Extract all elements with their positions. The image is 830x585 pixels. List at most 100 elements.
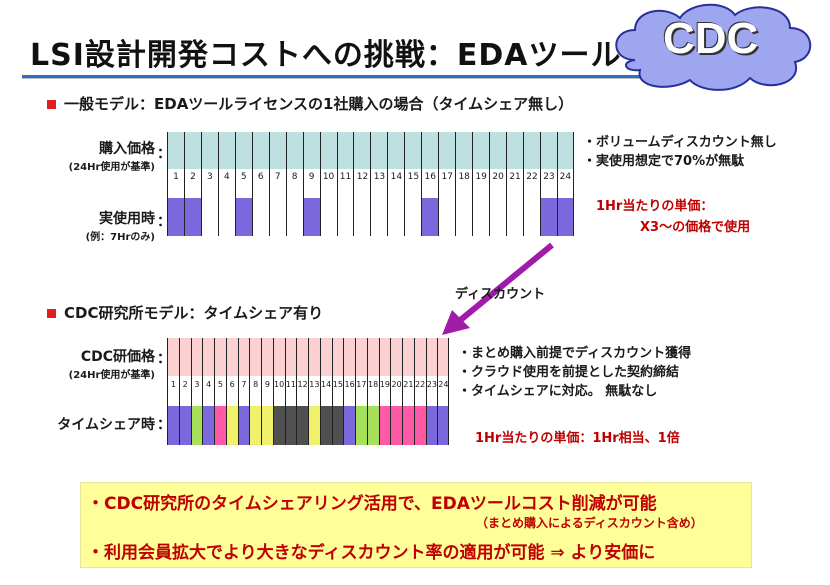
hour-number: 10 bbox=[322, 172, 335, 182]
share-block bbox=[285, 406, 297, 445]
hour-cell: 22 bbox=[413, 338, 426, 445]
usage-block bbox=[184, 198, 201, 236]
share-block bbox=[191, 406, 203, 445]
discount-label: ディスカウント bbox=[455, 287, 546, 302]
hour-cell: 14 bbox=[319, 338, 332, 445]
hour-number: 15 bbox=[332, 380, 343, 389]
hour-cell: 9 bbox=[261, 338, 273, 445]
share-block bbox=[203, 406, 214, 445]
hour-number: 6 bbox=[229, 380, 235, 389]
s1-actual-use-sub: (例：7Hrのみ) bbox=[85, 232, 155, 243]
hour-cell: 13 bbox=[370, 132, 387, 236]
section2-heading: CDC研究所モデル：タイムシェア有り bbox=[47, 302, 323, 323]
hour-number: 14 bbox=[390, 172, 403, 182]
title-underline bbox=[22, 75, 702, 78]
hour-cell: 16 bbox=[421, 132, 439, 236]
hour-cell: 24 bbox=[437, 338, 449, 445]
share-block bbox=[332, 406, 344, 445]
s1-row1-label-group: 購入価格 (24Hr使用が基準) bbox=[40, 138, 155, 173]
hour-cell: 5 bbox=[234, 132, 252, 236]
hour-cell: 20 bbox=[489, 132, 506, 236]
hour-number: 17 bbox=[441, 172, 453, 182]
share-block bbox=[215, 406, 226, 445]
cdc-logo-text: CDC bbox=[663, 14, 759, 63]
hour-number: 13 bbox=[373, 172, 386, 182]
s1-hour-grid: 1 2 3 4 5 6 7 8 9 10 11 12 13 14 15 16 17 18 19 20 21 22 23 24 bbox=[167, 132, 574, 236]
hour-number: 1 bbox=[173, 172, 179, 182]
hour-cell: 9 bbox=[302, 132, 320, 236]
hour-number: 9 bbox=[308, 172, 315, 182]
usage-block bbox=[540, 198, 557, 236]
share-block bbox=[438, 406, 448, 445]
hour-number: 18 bbox=[458, 172, 470, 182]
share-block bbox=[379, 406, 391, 445]
hour-number: 1 bbox=[170, 380, 176, 389]
s2-note-2: ・クラウド使用を前提とした契約締結 bbox=[458, 365, 680, 380]
hour-cell: 19 bbox=[378, 338, 391, 445]
share-block bbox=[238, 406, 250, 445]
hour-number: 17 bbox=[356, 380, 367, 389]
hour-cell: 11 bbox=[284, 338, 297, 445]
share-block bbox=[344, 406, 355, 445]
hour-cell: 22 bbox=[523, 132, 540, 236]
s1-purchase-price-label: 購入価格 bbox=[99, 141, 155, 157]
hour-number: 23 bbox=[426, 380, 437, 389]
hour-cell: 21 bbox=[402, 338, 414, 445]
red-bullet-icon bbox=[47, 309, 56, 318]
share-block bbox=[391, 406, 402, 445]
hour-cell: 2 bbox=[183, 132, 201, 236]
hour-number: 12 bbox=[356, 172, 369, 182]
s1-hour-cells: 1 2 3 4 5 6 7 8 9 10 11 12 13 14 15 16 17 18 19 20 21 22 23 24 bbox=[167, 132, 574, 236]
summary-box: ・CDC研究所のタイムシェアリング活用で、EDAツールコスト削減が可能 （まとめ… bbox=[80, 482, 752, 568]
s1-unit-price-line2: X3～の価格で使用 bbox=[640, 220, 751, 235]
hour-cell: 15 bbox=[404, 132, 421, 236]
hour-cell: 4 bbox=[202, 338, 214, 445]
hour-cell: 19 bbox=[472, 132, 489, 236]
share-block bbox=[226, 406, 238, 445]
hour-cell: 1 bbox=[167, 132, 184, 236]
share-block bbox=[168, 406, 179, 445]
hour-cell: 5 bbox=[214, 338, 226, 445]
hour-number: 11 bbox=[285, 380, 296, 389]
s2-cdc-price-sub: (24Hr使用が基準) bbox=[68, 370, 155, 381]
hour-number: 20 bbox=[391, 380, 402, 389]
share-block bbox=[356, 406, 367, 445]
hour-number: 8 bbox=[291, 172, 298, 182]
hour-number: 21 bbox=[403, 380, 414, 389]
hour-number: 5 bbox=[240, 172, 247, 182]
red-bullet-icon bbox=[47, 100, 56, 109]
share-block bbox=[273, 406, 285, 445]
hour-cell: 4 bbox=[217, 132, 235, 236]
hour-cell: 18 bbox=[366, 338, 379, 445]
usage-block bbox=[303, 198, 320, 236]
hour-cell: 10 bbox=[272, 338, 285, 445]
hour-cell: 10 bbox=[319, 132, 337, 236]
summary-line-1: ・CDC研究所のタイムシェアリング活用で、EDAツールコスト削減が可能 bbox=[87, 494, 657, 514]
hour-cell: 7 bbox=[237, 338, 250, 445]
usage-block bbox=[422, 198, 439, 236]
hour-cell: 7 bbox=[268, 132, 286, 236]
hour-cell: 20 bbox=[390, 338, 402, 445]
summary-line-2: （まとめ購入によるディスカウント含め） bbox=[476, 516, 703, 530]
hour-cell: 23 bbox=[425, 338, 438, 445]
hour-cell: 14 bbox=[387, 132, 404, 236]
usage-block bbox=[557, 198, 573, 236]
section1-heading-text: 一般モデル：EDAツールライセンスの1社購入の場合（タイムシェア無し） bbox=[64, 95, 574, 113]
hour-number: 4 bbox=[206, 380, 212, 389]
hour-cell: 3 bbox=[190, 338, 203, 445]
hour-number: 23 bbox=[543, 172, 555, 182]
hour-cell: 21 bbox=[506, 132, 523, 236]
hour-cell: 12 bbox=[353, 132, 370, 236]
usage-block bbox=[168, 198, 184, 236]
hour-number: 11 bbox=[339, 172, 352, 182]
s2-row1-label-group: CDC研価格 (24Hr使用が基準) bbox=[40, 346, 155, 381]
hour-cell: 8 bbox=[249, 338, 261, 445]
share-block bbox=[309, 406, 320, 445]
hour-cell: 2 bbox=[178, 338, 191, 445]
hour-cell: 13 bbox=[308, 338, 320, 445]
hour-number: 20 bbox=[492, 172, 504, 182]
summary-line-3: ・利用会員拡大でより大きなディスカウント率の適用が可能 ⇒ より安価に bbox=[87, 543, 656, 563]
share-block bbox=[367, 406, 379, 445]
hour-number: 5 bbox=[217, 380, 223, 389]
hour-number: 13 bbox=[309, 380, 320, 389]
